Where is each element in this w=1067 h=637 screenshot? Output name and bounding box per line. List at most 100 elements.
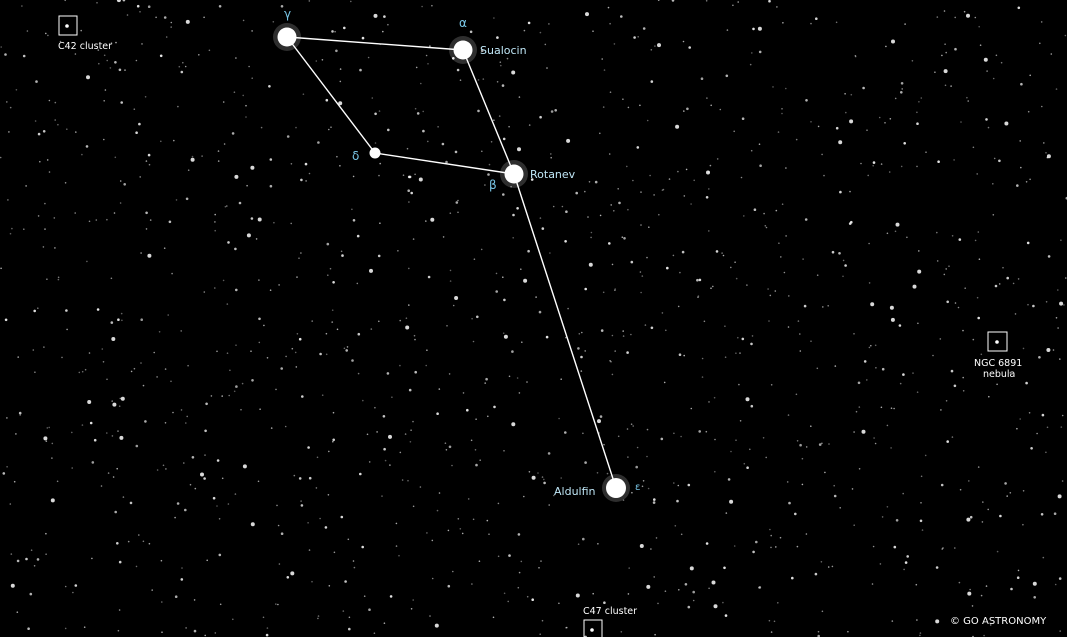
field-star (838, 252, 841, 255)
field-star (46, 427, 49, 429)
dso-c42-star (65, 24, 69, 28)
field-star (1027, 110, 1030, 113)
field-star (767, 288, 769, 290)
field-star (10, 553, 13, 555)
field-star (64, 627, 67, 630)
star-gamma[interactable] (277, 27, 297, 47)
field-star (389, 464, 391, 466)
field-star (51, 457, 53, 459)
star-beta[interactable] (504, 164, 524, 184)
field-star (650, 326, 654, 330)
field-star (530, 178, 534, 181)
field-star (185, 19, 190, 24)
field-star (528, 471, 531, 473)
field-star (566, 138, 571, 143)
field-star (845, 111, 847, 114)
field-star (383, 15, 386, 18)
field-star (155, 16, 157, 19)
field-star (564, 431, 567, 434)
field-star (765, 456, 767, 459)
field-star (290, 222, 293, 225)
field-star (181, 567, 183, 569)
field-star (66, 128, 68, 130)
field-star (232, 618, 234, 621)
field-star (763, 212, 765, 215)
field-star (290, 571, 295, 576)
field-star (276, 504, 278, 507)
field-star (1027, 303, 1029, 306)
field-star (203, 477, 206, 480)
field-star (653, 576, 655, 578)
field-star (918, 101, 920, 103)
field-star (359, 68, 362, 72)
field-star (335, 49, 338, 53)
field-star (332, 281, 335, 284)
field-star (378, 320, 380, 323)
field-star (816, 367, 819, 370)
field-star (1055, 88, 1058, 90)
field-star (642, 480, 645, 482)
field-star (478, 560, 481, 562)
field-star (995, 54, 998, 57)
field-star (810, 121, 812, 123)
field-star (472, 340, 475, 343)
field-star (112, 476, 115, 478)
star-delta[interactable] (369, 147, 381, 159)
field-star (957, 306, 960, 309)
field-star (228, 394, 230, 397)
field-star (776, 6, 778, 8)
field-star (674, 525, 677, 527)
dso-c42[interactable]: C42 cluster (58, 15, 112, 52)
field-star (817, 125, 820, 128)
field-star (326, 242, 330, 246)
field-star (399, 319, 402, 322)
field-star (648, 226, 650, 228)
field-star (1032, 304, 1035, 308)
field-star (250, 165, 255, 170)
field-star (815, 17, 818, 21)
star-alpha[interactable] (453, 40, 473, 60)
field-star (890, 317, 895, 322)
field-star (324, 526, 328, 529)
field-star (405, 325, 410, 330)
field-star (272, 21, 275, 23)
star-epsilon[interactable] (606, 478, 626, 498)
field-star (842, 259, 845, 262)
field-star (974, 239, 977, 242)
field-star (35, 80, 38, 83)
field-star (16, 559, 20, 563)
field-star (641, 275, 644, 277)
field-star (823, 174, 825, 177)
field-star (64, 585, 67, 588)
dso-ngc6891[interactable]: NGC 6891 nebula (974, 331, 1022, 380)
field-star (697, 295, 700, 297)
field-star (1038, 356, 1041, 359)
field-star (203, 291, 206, 293)
field-star (204, 429, 207, 433)
field-star (575, 191, 578, 195)
field-star (639, 104, 641, 107)
field-star (107, 472, 110, 474)
field-star (967, 591, 972, 596)
field-star (705, 430, 708, 433)
field-star (511, 350, 514, 353)
field-star (520, 560, 523, 563)
field-star (839, 190, 842, 194)
field-star (356, 234, 360, 238)
field-star (227, 241, 230, 244)
field-star (145, 160, 148, 162)
field-star (414, 107, 417, 110)
field-star (1045, 152, 1047, 154)
field-star (472, 518, 475, 521)
field-star (611, 263, 614, 266)
dso-c47[interactable]: C47 cluster (583, 606, 637, 637)
dso-c47-star (590, 628, 594, 632)
field-star (162, 464, 165, 467)
field-star (399, 451, 402, 454)
field-star (640, 191, 642, 193)
field-star (119, 397, 122, 400)
field-star (96, 2, 98, 4)
field-star (753, 208, 757, 211)
field-star (1032, 581, 1037, 586)
field-star (100, 485, 103, 487)
